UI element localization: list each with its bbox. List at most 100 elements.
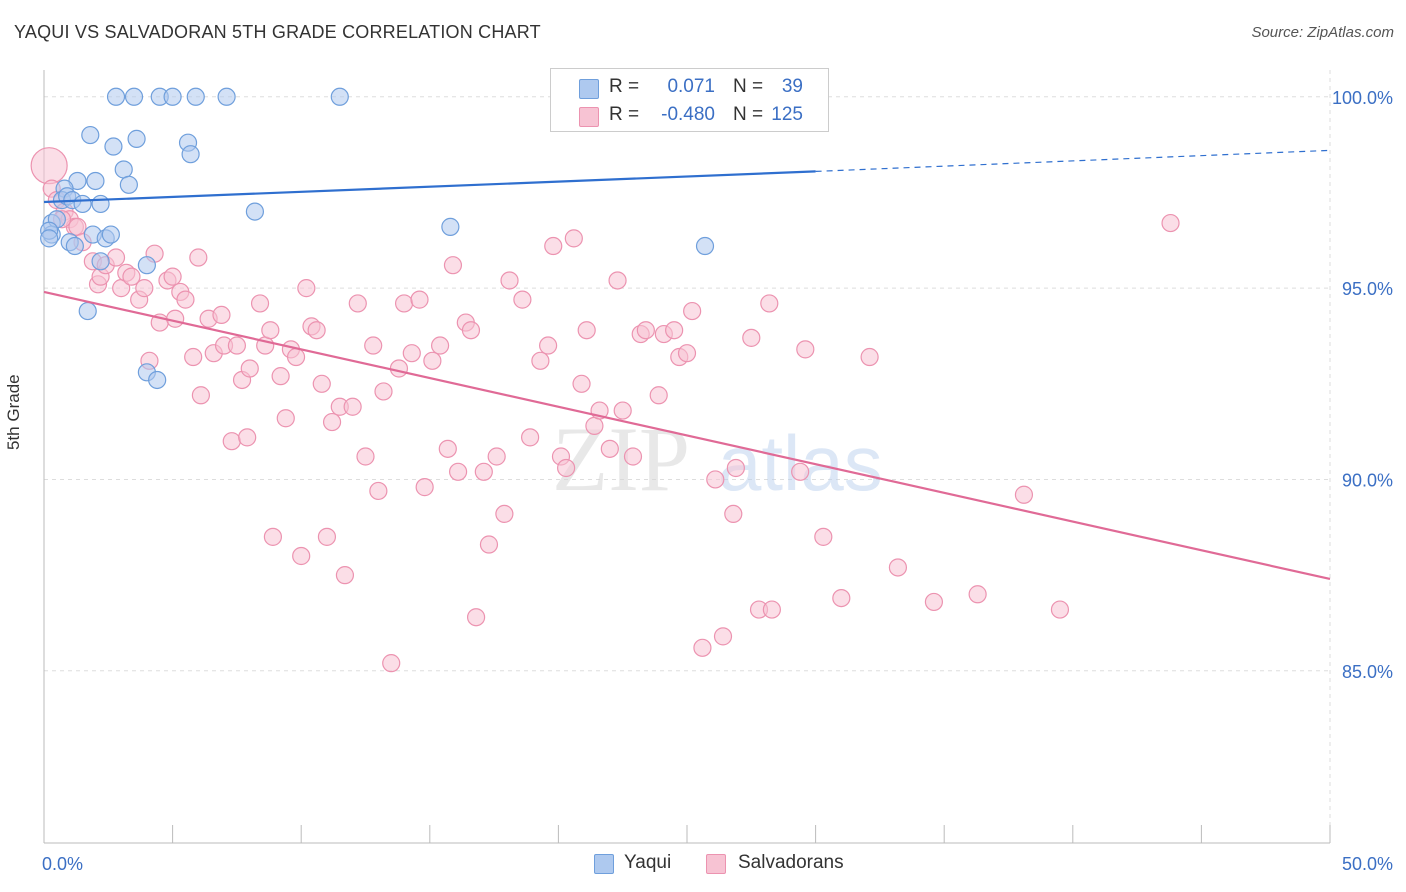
yaqui-point [124, 87, 144, 106]
yaqui-point [163, 87, 182, 106]
salvadorans-point [163, 267, 182, 286]
salvadorans-point [443, 256, 463, 275]
yaqui-point [104, 137, 123, 156]
salvadorans-point [271, 367, 290, 386]
axes [43, 70, 1331, 844]
legend-row-yaqui: R = 0.071 N = 39 [551, 73, 828, 101]
y-tick-label-0: 100.0% [1332, 88, 1393, 108]
salvadorans-point [724, 504, 743, 524]
salvadorans-point [389, 359, 409, 378]
yaqui-points [40, 87, 715, 390]
yaqui-point [148, 370, 167, 390]
yaqui-point [101, 225, 120, 244]
salvadorans-point [968, 585, 987, 604]
salvadorans-point [608, 271, 627, 290]
yaqui-trend-line [43, 170, 816, 204]
yaqui-point [695, 236, 715, 256]
salvadorans-trend-line [43, 290, 1331, 581]
salvadorans-point [335, 566, 355, 585]
salvadorans-point [122, 267, 141, 286]
salvadorans-point [924, 592, 944, 612]
salvadorans-point [474, 462, 493, 481]
salvadorans-point [531, 351, 550, 370]
salvadorans-point [68, 217, 87, 236]
salvadorans-legend-swatch [706, 854, 726, 874]
salvadorans-point [135, 279, 154, 298]
x-tick-label-0: 0.0% [42, 854, 83, 874]
salvadorans-point [297, 279, 316, 298]
y-tick-label-2: 90.0% [1342, 470, 1393, 490]
salvadorans-point [1050, 600, 1070, 619]
yaqui-point [86, 171, 105, 191]
salvadorans-point [760, 294, 779, 313]
salvadorans-point [814, 527, 833, 546]
salvadorans-point [382, 654, 401, 673]
salvadorans-point [500, 271, 519, 290]
legend-r-value: -0.480 [661, 104, 715, 125]
salvadorans-point [1014, 485, 1034, 504]
salvadorans-point [521, 428, 540, 447]
legend-n-value: 39 [781, 76, 803, 97]
salvadorans-point [860, 347, 879, 367]
yaqui-legend-label: Yaqui [624, 852, 672, 873]
salvadorans-point [539, 336, 558, 355]
salvadorans-point [307, 321, 326, 340]
salvadorans-point [212, 305, 231, 325]
salvadorans-point [796, 340, 815, 359]
legend-r-label: R = [609, 76, 640, 97]
salvadorans-point [564, 229, 583, 248]
salvadorans-point [106, 248, 126, 267]
yaqui-point [91, 252, 110, 271]
salvadorans-point [322, 412, 342, 432]
salvadorans-point [665, 321, 684, 340]
yaqui-point [119, 175, 138, 194]
salvadorans-point [713, 627, 733, 646]
yaqui-point [137, 256, 156, 275]
trend-lines [43, 149, 1331, 581]
salvadorans-point [479, 535, 499, 554]
salvadorans-point [312, 374, 331, 393]
salvadorans-point [369, 481, 388, 501]
salvadorans-point [250, 294, 270, 313]
x-tick-label-1: 50.0% [1342, 854, 1393, 874]
salvadorans-point [585, 416, 604, 435]
salvadorans-point [791, 462, 810, 481]
yaqui-point [78, 301, 97, 321]
salvadorans-point [191, 386, 210, 405]
yaqui-point [441, 217, 460, 236]
salvadorans-point [176, 290, 195, 309]
y-axis-label: 5th Grade [4, 374, 23, 450]
salvadorans-point [423, 351, 442, 370]
salvadorans-point [636, 321, 655, 340]
chart-title: YAQUI VS SALVADORAN 5TH GRADE CORRELATIO… [14, 22, 541, 42]
salvadorans-point [286, 347, 306, 367]
salvadorans-point [402, 344, 421, 363]
salvadorans-point [466, 608, 486, 627]
salvadorans-point [189, 248, 208, 267]
salvadorans-point [166, 309, 185, 328]
salvadorans-point [184, 347, 203, 367]
yaqui-point [91, 194, 110, 214]
yaqui-point [181, 145, 200, 164]
yaqui-swatch [579, 79, 599, 99]
x-tick-labels: 0.0% 50.0% [42, 854, 1393, 874]
salvadorans-point [343, 397, 362, 416]
salvadorans-point [317, 527, 337, 546]
salvadorans-point [415, 478, 434, 497]
salvadorans-point [623, 447, 643, 466]
yaqui-point [245, 202, 265, 221]
legend-r-value: 0.071 [667, 76, 715, 97]
salvadorans-point [513, 290, 532, 309]
y-tick-label-1: 95.0% [1342, 279, 1393, 299]
legend-n-value: 125 [771, 104, 803, 125]
salvadorans-swatch [579, 107, 599, 127]
salvadorans-point [762, 600, 781, 619]
yaqui-trend-extension [815, 149, 1331, 173]
salvadorans-point [544, 236, 563, 256]
salvadorans-point [577, 321, 596, 340]
salvadorans-point [261, 321, 280, 340]
salvadorans-point [888, 558, 908, 577]
salvadorans-point [742, 328, 761, 347]
salvadorans-point [438, 439, 457, 458]
salvadorans-point [683, 301, 702, 321]
